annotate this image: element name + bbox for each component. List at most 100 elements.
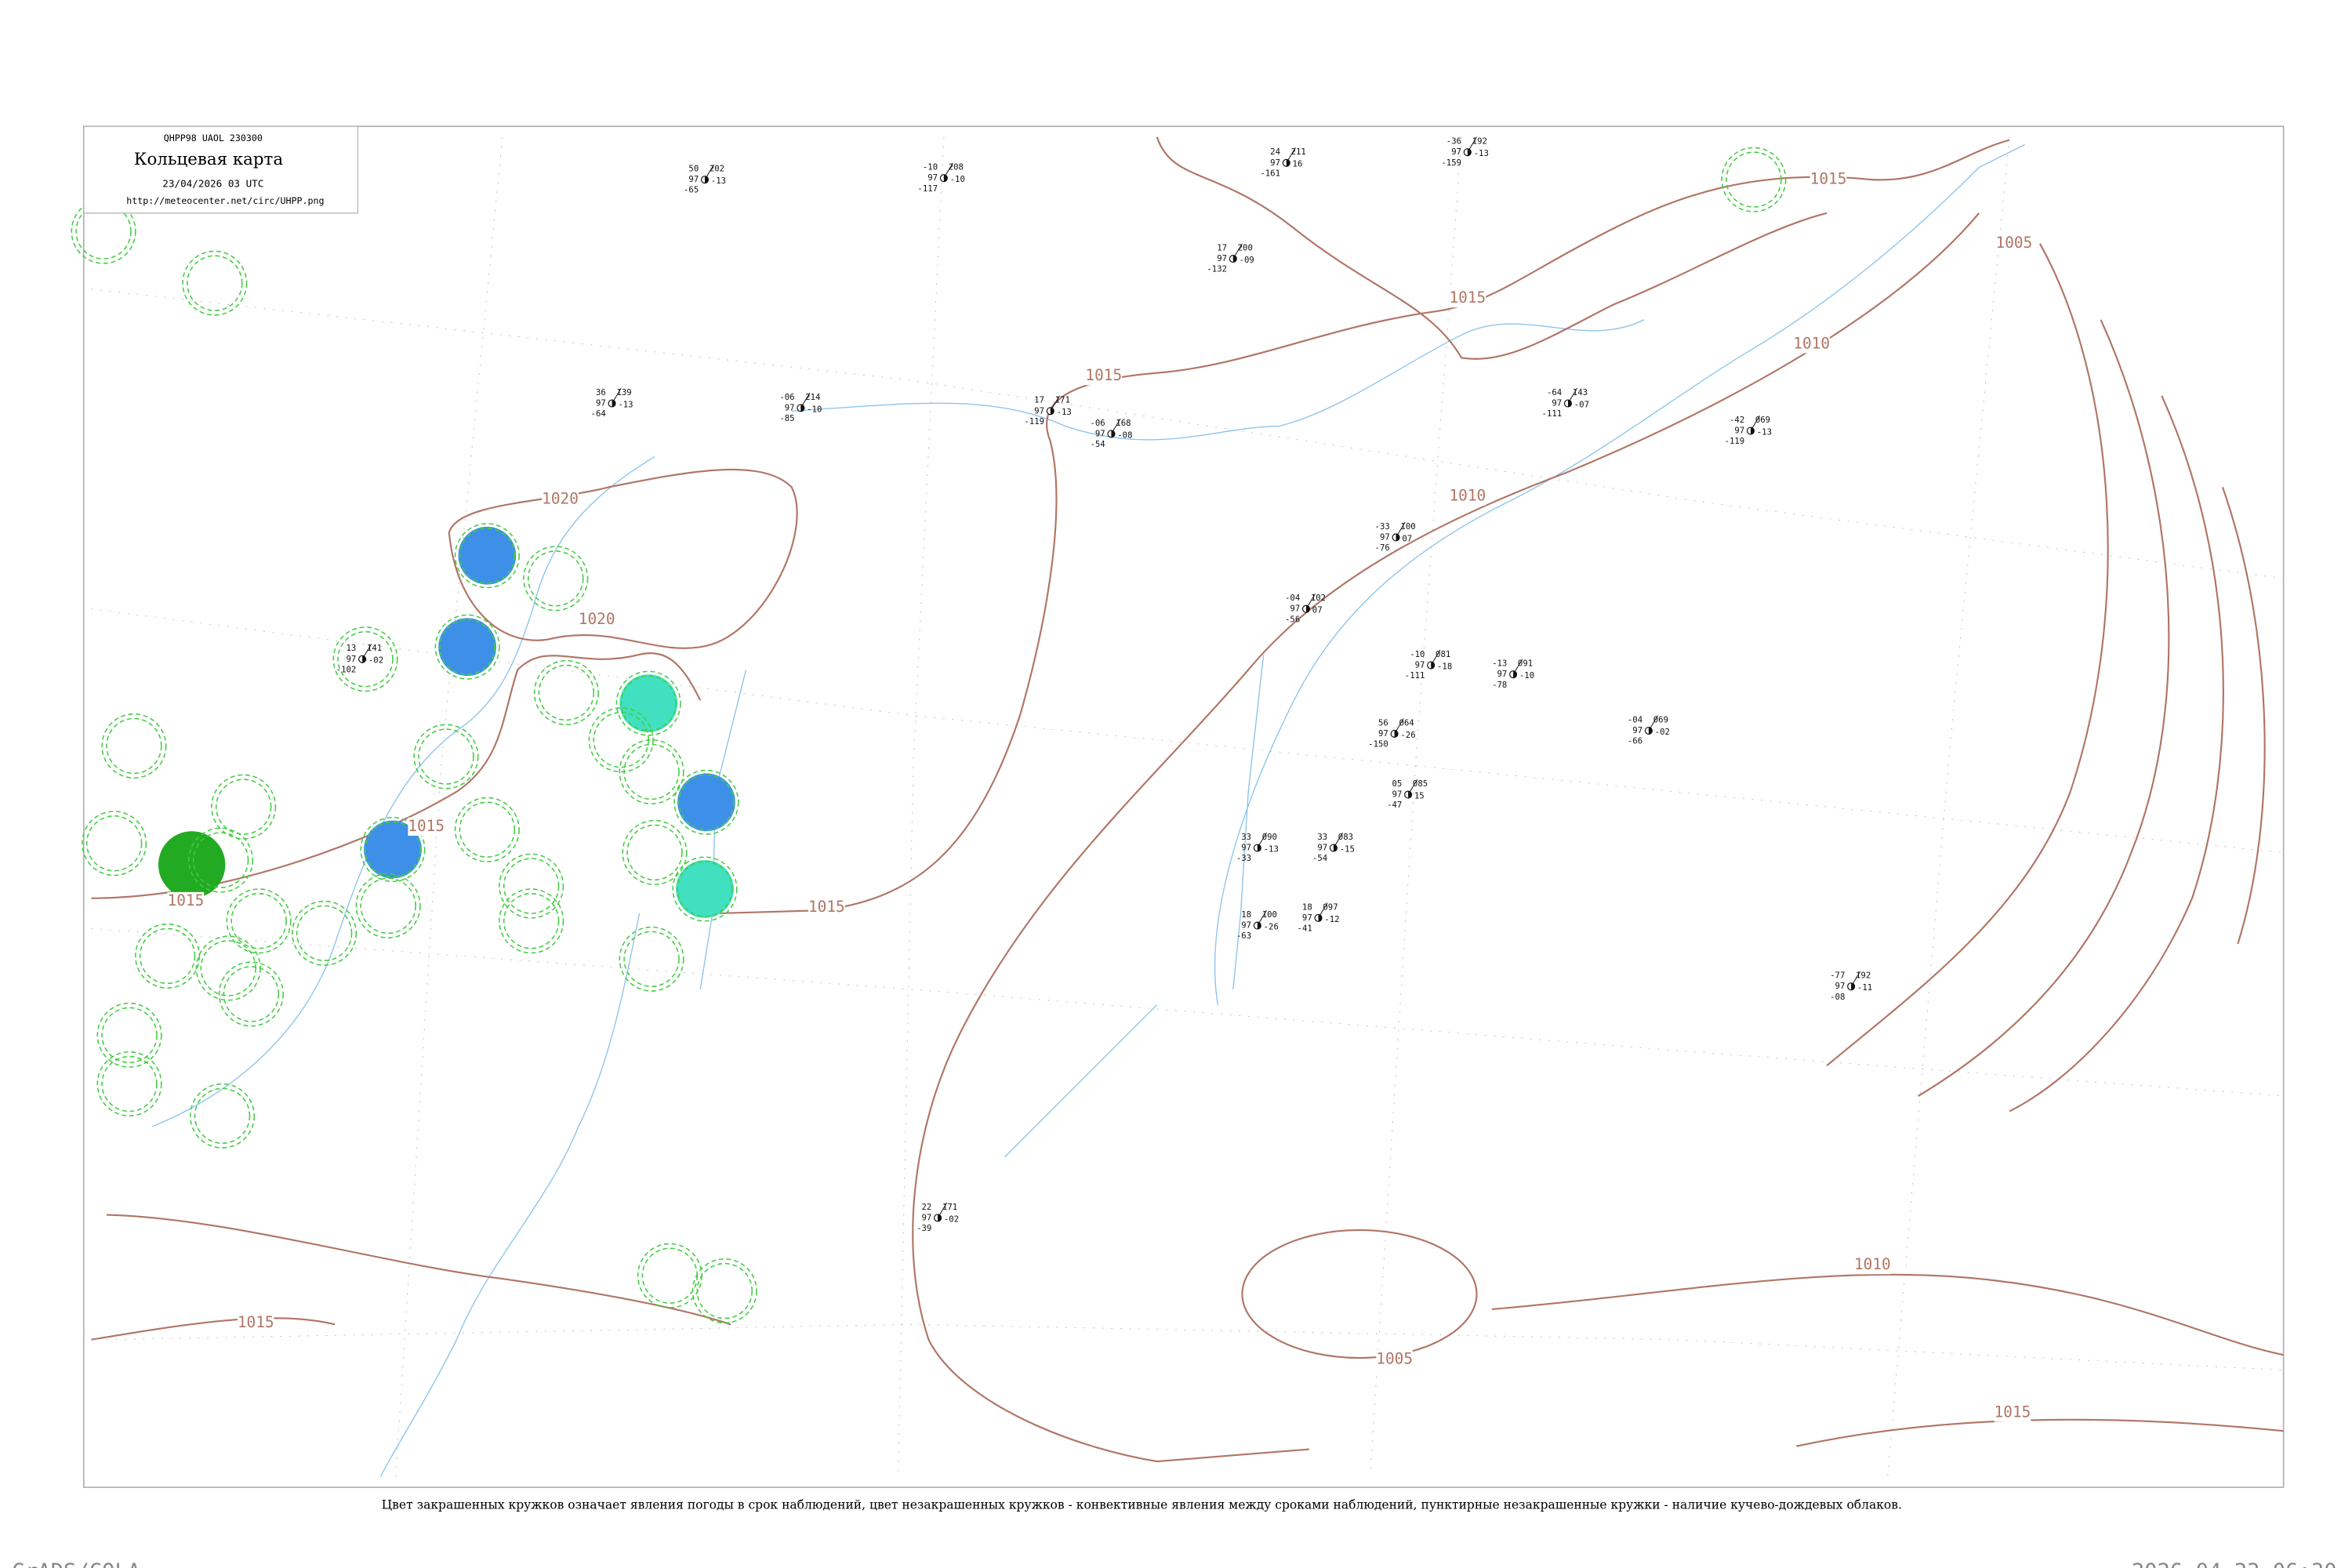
station-temp: -64 (1547, 387, 1562, 397)
station-tendency: -11 (1857, 982, 1872, 993)
cb-ring (360, 816, 426, 883)
station-pressure: 208 (949, 162, 964, 172)
cb-ring (459, 528, 516, 584)
station-temp: 05 (1392, 779, 1403, 789)
coastline (1232, 654, 1265, 990)
wind-barb (1394, 718, 1404, 735)
isobar-label: 1015 (408, 817, 445, 835)
station-tendency: -13 (1757, 426, 1772, 437)
station-tendency: -13 (711, 176, 726, 186)
station-dewpoint: -119 (1725, 436, 1745, 446)
cb-ring (226, 888, 292, 954)
station-visibility: 97 (1451, 147, 1461, 157)
wind-barb (1430, 649, 1441, 666)
station-dewpoint: -39 (916, 1223, 931, 1233)
cb-ring (192, 832, 249, 888)
cb-ring (641, 1247, 699, 1304)
station-visibility: 97 (347, 654, 357, 664)
header-title: Кольцевая карта (134, 150, 283, 169)
cb-ring (523, 546, 589, 612)
isobar-label: 1015 (1994, 1403, 2031, 1421)
station-pressure: 081 (1436, 649, 1450, 659)
isobar-label: 1020 (542, 489, 579, 507)
station-temp: 17 (1034, 395, 1044, 405)
station-temp: -77 (1830, 971, 1845, 981)
cb-ring (678, 774, 735, 831)
station-tendency: 07 (1312, 605, 1323, 615)
cb-ring (696, 1262, 753, 1319)
station-visibility: 97 (1302, 913, 1312, 923)
wind-barb (800, 392, 811, 408)
isobar-label: 1015 (168, 891, 205, 909)
station-temp: 33 (1241, 832, 1251, 842)
station-tendency: -26 (1400, 730, 1415, 740)
isobar-label: 1010 (1854, 1255, 1891, 1273)
station-dewpoint: -56 (1285, 614, 1300, 624)
station-temp: -42 (1730, 415, 1744, 425)
cb-ring (182, 250, 248, 316)
station-temp: -04 (1285, 593, 1300, 603)
cb-ring (360, 877, 416, 935)
station-tendency: -07 (1574, 400, 1589, 410)
station-temp: -10 (923, 162, 938, 172)
weather-filled (619, 674, 678, 732)
grid-line (1887, 136, 2010, 1477)
cb-ring (189, 1083, 256, 1149)
station-pressure: 100 (1262, 909, 1277, 920)
cb-ring (588, 707, 654, 773)
header-code: QHPP98 UAOL 230300 (164, 132, 263, 143)
station-visibility: 97 (1497, 669, 1507, 679)
isobar (1491, 1273, 2284, 1356)
isobar (91, 652, 702, 899)
station-pressure: 192 (1472, 136, 1487, 147)
isobar-label-bg (1809, 170, 1847, 189)
station-pressure: 069 (1755, 415, 1770, 425)
wind-barb (1512, 659, 1523, 675)
wind-barb (943, 162, 953, 179)
wind-barb (1467, 136, 1477, 153)
footer-left: GrADS/COLA (13, 1559, 141, 1568)
river (151, 456, 655, 1127)
cb-ring (292, 900, 358, 966)
isobar-label: 1005 (1996, 234, 2033, 252)
station-tendency: 07 (1402, 533, 1412, 543)
station-dewpoint: -41 (1298, 923, 1312, 933)
wind-barb (1286, 147, 1296, 164)
isobar-label-bg (167, 891, 205, 911)
station-tendency: -13 (1057, 407, 1072, 417)
caption: Цвет закрашенных кружков означает явлени… (382, 1497, 1902, 1512)
cb-ring (620, 675, 677, 731)
station-dewpoint: -65 (684, 185, 699, 195)
cb-ring (439, 619, 495, 675)
station-dewpoint: -119 (1024, 416, 1044, 426)
cb-ring (528, 550, 584, 607)
wind-barb (1257, 832, 1267, 848)
cb-ring (101, 1055, 158, 1112)
cb-ring (332, 626, 398, 692)
wind-barb (1648, 715, 1658, 731)
cb-ring (188, 827, 254, 893)
station-pressure: 202 (710, 164, 724, 174)
station-visibility: 97 (1835, 981, 1846, 991)
wind-barb (361, 644, 372, 660)
isobar-label-bg (808, 898, 845, 916)
station-temp: 13 (347, 643, 357, 653)
grid-line (106, 1323, 2284, 1371)
cb-ring (533, 659, 599, 726)
station-dewpoint: -63 (1236, 931, 1251, 941)
station-dewpoint: -132 (1207, 264, 1227, 274)
cb-rings (71, 147, 1787, 1324)
isobar-label-bg (1376, 1350, 1413, 1369)
weather-filled (364, 820, 422, 879)
station-pressure: 090 (1262, 832, 1277, 842)
station-temp: 33 (1317, 832, 1327, 842)
cb-ring (96, 1002, 162, 1068)
station-tendency: 15 (1414, 791, 1425, 801)
station-temp: -06 (1090, 418, 1105, 428)
cb-ring (296, 905, 353, 962)
cb-ring (615, 670, 681, 736)
station-dewpoint: -161 (1260, 168, 1280, 178)
station-visibility: 97 (1290, 604, 1300, 614)
station-tendency: -02 (944, 1214, 959, 1224)
